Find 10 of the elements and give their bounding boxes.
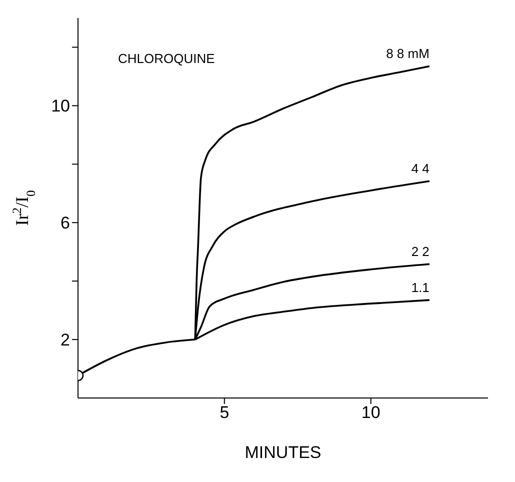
y-tick-label: 10 bbox=[51, 96, 70, 116]
x-axis-title: MINUTES bbox=[244, 443, 322, 462]
series-label: 2 2 bbox=[411, 244, 430, 260]
y-tick-label: 2 bbox=[60, 330, 70, 350]
series-label: 4 4 bbox=[411, 161, 430, 176]
series-label: 1.1 bbox=[411, 280, 430, 296]
annotation: CHLOROQUINE bbox=[118, 51, 216, 66]
x-tick-label: 5 bbox=[220, 403, 230, 422]
series-label: 8 8 mM bbox=[386, 46, 430, 62]
y-tick-label: 6 bbox=[60, 214, 70, 233]
